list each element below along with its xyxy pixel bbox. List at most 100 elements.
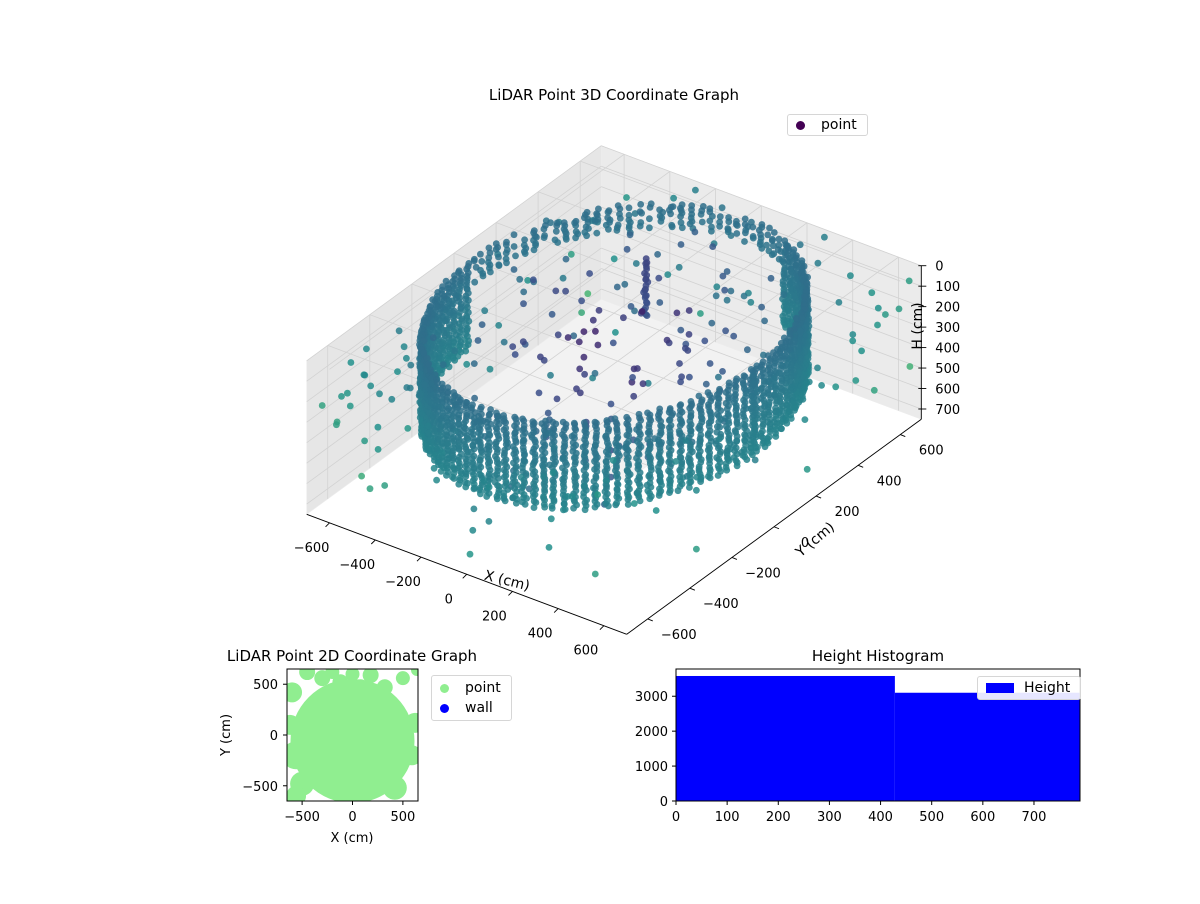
plot-3d-point: [656, 448, 664, 455]
legend-label-point: point: [465, 680, 501, 696]
plot-3d-point: [741, 221, 749, 228]
plot-3d-point: [666, 438, 674, 446]
plot-3d-point: [421, 381, 429, 388]
plot-3d-point: [318, 402, 326, 409]
plot-3d-point: [764, 439, 772, 447]
plot-3d-point: [693, 473, 701, 481]
plot-2d-point: [309, 699, 320, 710]
plot-3d-point: [749, 417, 757, 425]
plot-3d-point: [774, 246, 782, 254]
plot-3d-point: [676, 429, 684, 437]
plot-3d-point: [503, 246, 511, 254]
plot-3d-point: [758, 384, 766, 392]
plot-3d-point: [652, 507, 660, 514]
plot-3d-point: [578, 309, 585, 316]
plot-3d-point: [801, 293, 808, 300]
plot-3d-point: [609, 457, 617, 464]
plot-3d-point: [443, 393, 451, 401]
plot-3d-point: [485, 430, 493, 438]
plot-3d-point: [468, 404, 475, 412]
legend-marker-point: [440, 683, 449, 693]
legend-entry-wall: wall: [432, 698, 511, 718]
plot-3d-point: [706, 452, 713, 460]
plot-3d-point: [761, 317, 768, 325]
plot-3d-point: [477, 250, 484, 258]
histogram-x-tick-label: 200: [766, 810, 791, 825]
plot-3d-point: [656, 476, 664, 484]
plot-3d-point: [666, 486, 674, 494]
plot-3d-point: [874, 304, 882, 312]
plot-3d-point: [754, 443, 761, 451]
plot-3d-point: [695, 392, 703, 400]
plot-3d-point: [742, 229, 749, 237]
plot-3d-point: [541, 486, 548, 494]
plot-3d-point: [656, 212, 664, 220]
plot-3d-point: [678, 224, 686, 232]
plot-3d-point: [544, 409, 552, 417]
plot-3d-point: [697, 310, 704, 317]
plot-3d-point: [714, 394, 722, 402]
plot-3d-point: [677, 401, 685, 408]
plot-3d-point: [740, 420, 748, 428]
plot-3d-point: [578, 297, 585, 305]
plot-3d-point: [575, 338, 583, 346]
plot-3d-point: [455, 414, 463, 422]
plot-3d-point: [500, 489, 508, 497]
plot-3d-point: [454, 394, 462, 401]
plot-3d-point: [469, 459, 477, 466]
plot-3d-point: [635, 473, 643, 481]
x-tick: [599, 625, 605, 631]
plot-3d-point: [801, 416, 809, 423]
plot-2d-ylabel: Y (cm): [219, 714, 234, 757]
y-tick: [815, 495, 822, 499]
plot-3d-point: [520, 482, 527, 490]
plot-3d-point: [655, 274, 663, 282]
plot-3d-point: [682, 344, 689, 352]
plot-3d-point: [500, 466, 508, 474]
plot-3d-point: [630, 392, 638, 400]
plot-3d-point: [552, 287, 560, 295]
plot-3d-point: [646, 204, 654, 211]
plot-3d-point: [500, 415, 508, 423]
plot-3d-point: [462, 468, 469, 476]
plot-3d-point: [493, 459, 501, 466]
plot-3d-point: [492, 424, 500, 431]
plot-3d-point: [455, 267, 463, 275]
plot-3d-point: [439, 361, 447, 369]
plot-3d-point: [437, 468, 445, 475]
x-tick-label: 600: [573, 644, 598, 659]
plot-3d-point: [511, 478, 519, 485]
plot-3d-point: [675, 263, 683, 271]
plot-3d-point: [604, 214, 612, 222]
plot-3d-point: [540, 225, 548, 233]
histogram-legend: Height: [977, 676, 1082, 700]
plot-3d-point: [763, 241, 770, 249]
plot-3d-point: [592, 472, 600, 480]
plot-2d-y-tick-label: −500: [242, 780, 278, 795]
plot-3d-point: [612, 447, 620, 454]
plot-3d-point: [512, 456, 520, 464]
plot-3d-point: [741, 385, 748, 393]
plot-3d-point: [623, 413, 631, 421]
plot-3d-point: [541, 460, 548, 468]
plot-3d-point: [580, 328, 588, 335]
plot-2d-x-tick-label: 500: [390, 810, 415, 825]
plot-3d-point: [749, 403, 756, 411]
plot-3d-point: [446, 309, 454, 317]
plot-3d-point: [665, 467, 672, 475]
plot-3d-point: [733, 375, 741, 383]
plot-3d-point: [529, 489, 537, 496]
plot-3d-point: [770, 229, 778, 236]
plot-3d-point: [706, 208, 714, 216]
plot-3d-point: [656, 485, 663, 493]
plot-3d-point: [561, 454, 568, 462]
plot-3d-point: [478, 410, 485, 418]
plot-3d-point: [643, 259, 651, 267]
plot-3d-point: [420, 318, 428, 325]
plot-3d-point: [530, 480, 538, 488]
plot-3d-point: [713, 283, 721, 291]
plot-3d-point: [646, 460, 654, 468]
plot-3d-point: [656, 405, 664, 413]
plot-3d-point: [642, 285, 649, 293]
plot-3d-point: [444, 468, 452, 476]
